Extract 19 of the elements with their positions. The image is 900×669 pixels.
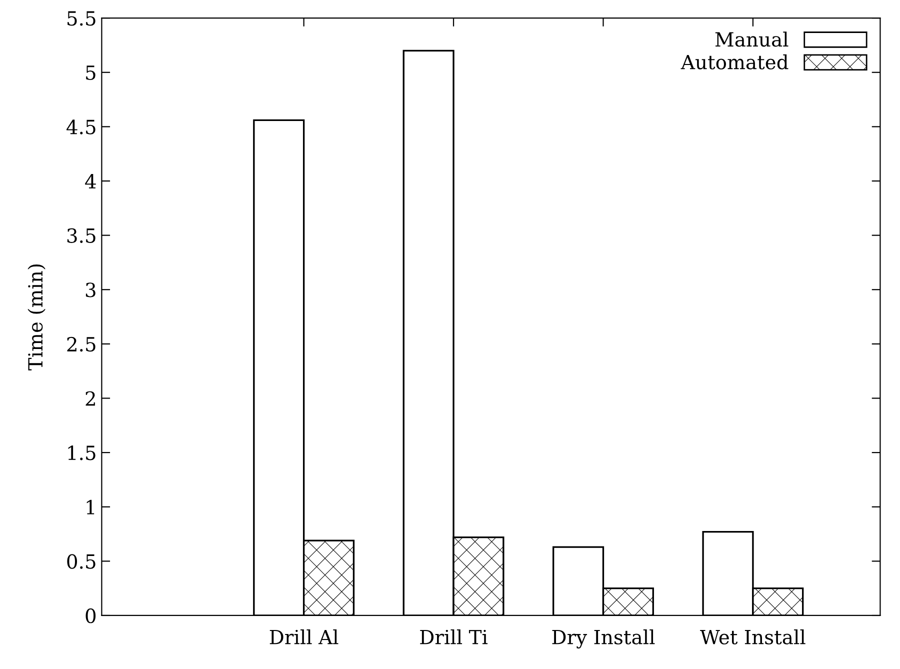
- x-tick-label: Wet Install: [700, 629, 806, 644]
- y-tick-label: 2: [86, 391, 95, 406]
- y-tick-label: 4.5: [66, 120, 96, 134]
- y-tick-label: 2.5: [67, 336, 96, 352]
- y-tick-label: 5.5: [68, 11, 96, 26]
- y-tick-label: 0: [86, 608, 96, 624]
- y-tick-label: 0.5: [67, 554, 96, 569]
- y-tick-label: 5: [86, 66, 96, 80]
- legend-label: Automated: [680, 54, 788, 70]
- x-tick-label: Drill Ti: [420, 629, 488, 644]
- y-tick-label: 1.5: [68, 446, 96, 460]
- x-tick-label: Drill Al: [270, 629, 338, 644]
- y-tick-label: 1: [86, 500, 94, 514]
- y-axis-title: Time (min): [28, 264, 46, 370]
- y-tick-label: 4: [85, 174, 96, 188]
- legend-label: Manual: [715, 32, 788, 47]
- y-tick-label: 3: [86, 282, 96, 298]
- y-tick-label: 3.5: [67, 228, 96, 243]
- x-tick-label: Dry Install: [552, 629, 655, 648]
